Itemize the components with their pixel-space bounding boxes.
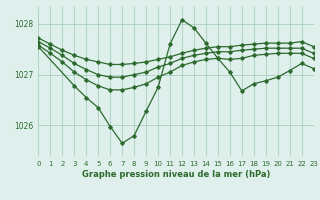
- X-axis label: Graphe pression niveau de la mer (hPa): Graphe pression niveau de la mer (hPa): [82, 170, 270, 179]
